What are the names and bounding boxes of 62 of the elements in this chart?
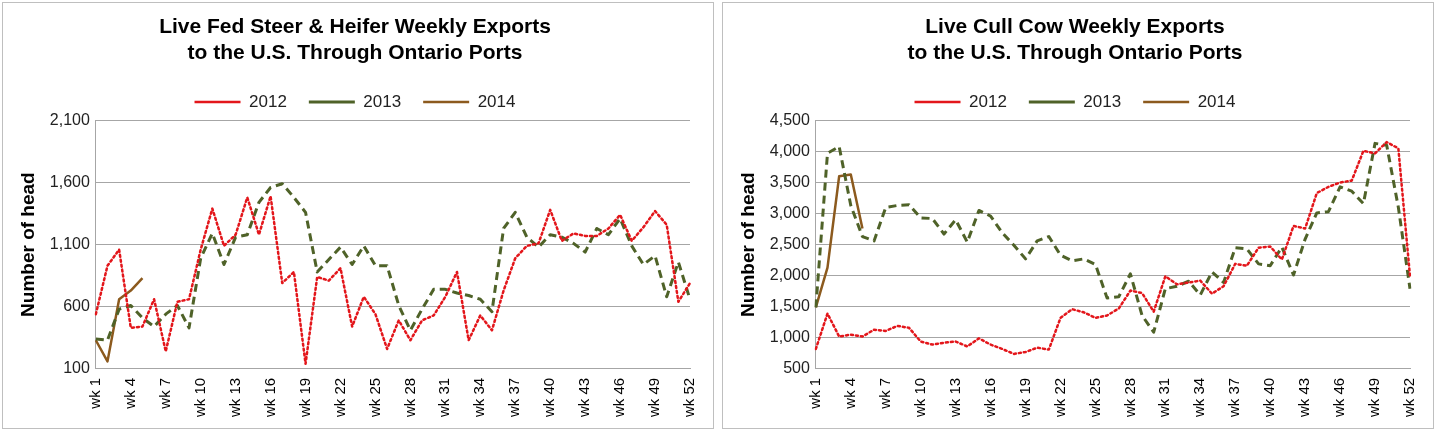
x-tick-label: wk 19 bbox=[1015, 377, 1033, 418]
x-tick-label: wk 37 bbox=[505, 377, 523, 418]
x-tick-label: wk 4 bbox=[120, 377, 138, 410]
x-tick-label: wk 4 bbox=[840, 377, 858, 410]
x-tick-label: wk 25 bbox=[1085, 377, 1103, 418]
x-tick-label: wk 43 bbox=[575, 377, 593, 418]
chart-title: Live Fed Steer & Heifer Weekly Exports to the U.S. Through Ontario Ports bbox=[159, 14, 551, 63]
x-tick-label: wk 34 bbox=[470, 377, 488, 418]
x-tick-label: wk 28 bbox=[1120, 377, 1138, 418]
x-tick-label: wk 28 bbox=[400, 377, 418, 418]
x-tick-label: wk 31 bbox=[1155, 377, 1173, 418]
y-tick-label: 2,100 bbox=[49, 110, 90, 128]
x-tick-label: wk 46 bbox=[610, 377, 628, 418]
x-tick-label: wk 1 bbox=[85, 377, 103, 410]
y-axis-title: Number of head bbox=[16, 172, 38, 317]
y-tick-label: 500 bbox=[783, 359, 810, 377]
x-tick-label: wk 34 bbox=[1190, 377, 1208, 418]
y-tick-label: 1,600 bbox=[49, 172, 90, 190]
legend-label: 2013 bbox=[1083, 91, 1122, 111]
y-tick-label: 4,500 bbox=[769, 110, 810, 128]
line-series bbox=[94, 194, 692, 366]
legend-label: 2013 bbox=[363, 91, 402, 111]
x-tick-label: wk 49 bbox=[1365, 377, 1383, 418]
y-axis-title: Number of head bbox=[736, 172, 758, 317]
x-tick-label: wk 13 bbox=[225, 377, 243, 418]
x-tick-label: wk 10 bbox=[190, 377, 208, 418]
x-tick-label: wk 25 bbox=[365, 377, 383, 418]
chart-title: Live Cull Cow Weekly Exports to the U.S. Through Ontario Ports bbox=[907, 14, 1243, 63]
x-tick-label: wk 52 bbox=[1400, 377, 1418, 418]
y-tick-label: 1,000 bbox=[769, 328, 810, 346]
x-tick-label: wk 16 bbox=[260, 377, 278, 418]
x-tick-label: wk 49 bbox=[645, 377, 663, 418]
x-tick-label: wk 13 bbox=[945, 377, 963, 418]
y-tick-label: 2,500 bbox=[769, 235, 810, 253]
x-tick-label: wk 22 bbox=[330, 377, 348, 418]
y-tick-label: 1,100 bbox=[49, 235, 90, 253]
y-tick-label: 100 bbox=[63, 359, 90, 377]
y-tick-label: 1,500 bbox=[769, 297, 810, 315]
line-series bbox=[94, 182, 692, 342]
y-tick-label: 600 bbox=[63, 297, 90, 315]
legend-label: 2014 bbox=[1197, 91, 1236, 111]
x-tick-label: wk 16 bbox=[980, 377, 998, 418]
y-tick-label: 2,000 bbox=[769, 266, 810, 284]
x-tick-label: wk 40 bbox=[540, 377, 558, 418]
legend-label: 2012 bbox=[969, 91, 1007, 111]
x-tick-label: wk 46 bbox=[1330, 377, 1348, 418]
x-tick-label: wk 7 bbox=[875, 377, 893, 410]
x-tick-label: wk 7 bbox=[155, 377, 173, 410]
x-tick-label: wk 40 bbox=[1260, 377, 1278, 418]
x-tick-label: wk 52 bbox=[680, 377, 698, 418]
x-tick-label: wk 43 bbox=[1295, 377, 1313, 418]
x-tick-label: wk 31 bbox=[435, 377, 453, 418]
x-tick-label: wk 10 bbox=[910, 377, 928, 418]
x-tick-label: wk 1 bbox=[805, 377, 823, 410]
legend-label: 2012 bbox=[249, 91, 287, 111]
x-tick-label: wk 19 bbox=[295, 377, 313, 418]
x-tick-label: wk 22 bbox=[1050, 377, 1068, 418]
legend-label: 2014 bbox=[477, 91, 516, 111]
x-tick-label: wk 37 bbox=[1225, 377, 1243, 418]
y-tick-label: 3,500 bbox=[769, 172, 810, 190]
y-tick-label: 4,000 bbox=[769, 141, 810, 159]
y-tick-label: 3,000 bbox=[769, 203, 810, 221]
